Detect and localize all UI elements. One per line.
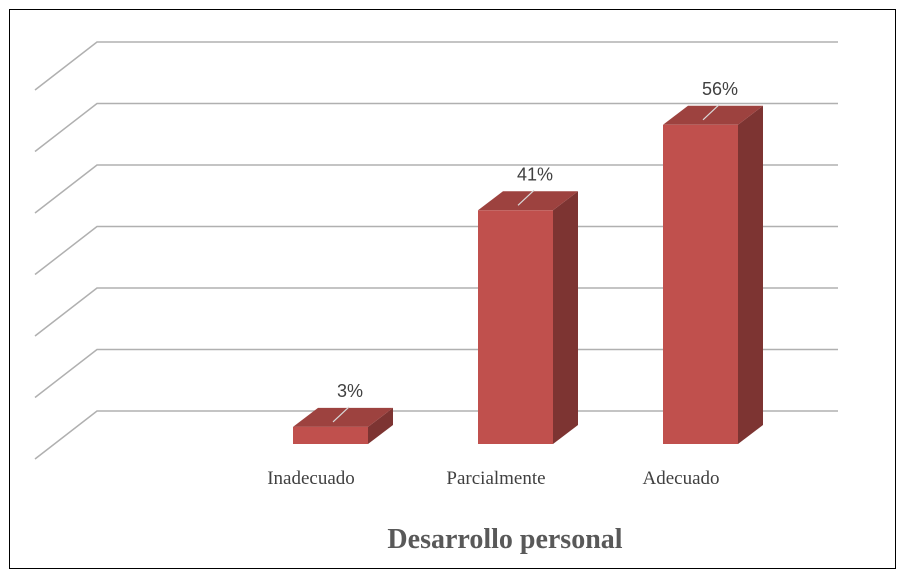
leader-line: [517, 189, 535, 206]
leader-line: [332, 406, 350, 423]
x-tick-label: Parcialmente: [446, 468, 545, 489]
bar-top: [293, 407, 393, 427]
grid-line: [34, 348, 838, 399]
value-label: 41%: [517, 164, 553, 184]
grid-line: [34, 164, 838, 214]
bar-side: [368, 407, 393, 444]
bar-top: [478, 191, 578, 211]
value-label: 3%: [337, 381, 363, 401]
x-tick-label: Adecuado: [642, 468, 719, 489]
grid-line: [34, 41, 838, 91]
grid-line: [34, 287, 838, 337]
x-tick-label: Inadecuado: [267, 468, 355, 489]
bar: [478, 210, 553, 444]
bar: [663, 124, 738, 445]
bar-side: [738, 105, 763, 445]
bar-top: [663, 105, 763, 125]
grid-line: [34, 102, 838, 153]
bar-side: [553, 191, 578, 444]
bar: [293, 426, 368, 444]
grid-line: [34, 410, 838, 460]
chart-title: Desarrollo personal: [387, 524, 622, 555]
leader-line: [702, 104, 720, 121]
value-label: 56%: [702, 79, 738, 99]
grid-line: [34, 225, 838, 276]
